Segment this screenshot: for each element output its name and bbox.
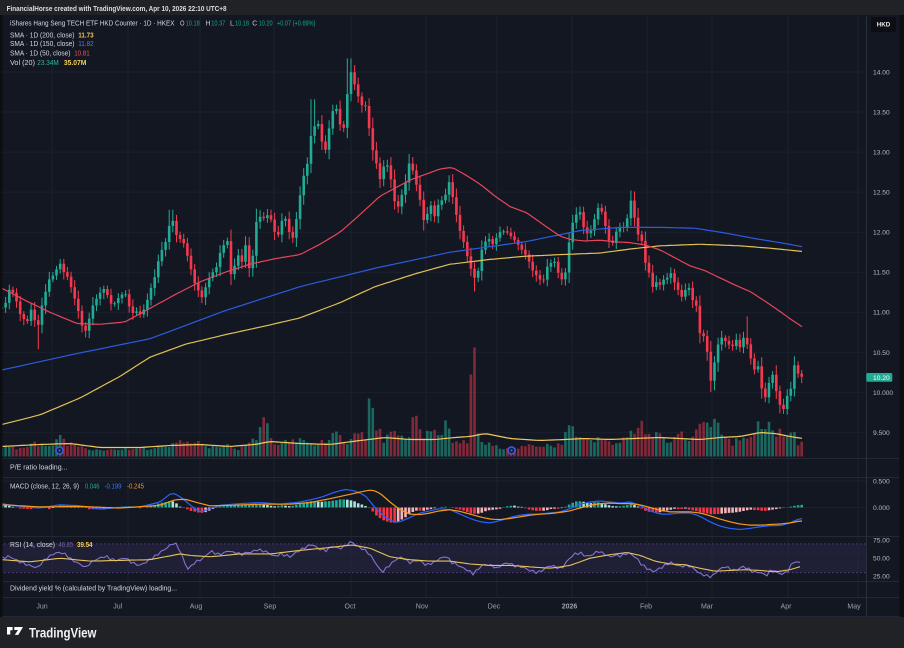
svg-text:25.00: 25.00 xyxy=(873,574,890,581)
svg-text:-0.199: -0.199 xyxy=(105,482,122,491)
svg-text:14.00: 14.00 xyxy=(873,69,890,76)
svg-text:10.50: 10.50 xyxy=(873,350,890,357)
svg-text:SMA · 1D (50, close): SMA · 1D (50, close) xyxy=(10,48,71,57)
svg-text:11.50: 11.50 xyxy=(873,270,890,277)
svg-text:Mar: Mar xyxy=(701,604,714,611)
svg-text:Apr: Apr xyxy=(781,604,793,611)
svg-text:Jul: Jul xyxy=(113,604,122,611)
svg-text:Oct: Oct xyxy=(345,604,356,611)
svg-text:May: May xyxy=(847,604,861,611)
svg-text:Sep: Sep xyxy=(264,604,277,611)
svg-text:0.500: 0.500 xyxy=(873,478,890,485)
svg-text:10.18: 10.18 xyxy=(186,18,200,27)
svg-text:L: L xyxy=(230,18,234,27)
svg-text:9.500: 9.500 xyxy=(873,430,890,437)
svg-text:10.000: 10.000 xyxy=(873,390,893,397)
svg-text:HKD: HKD xyxy=(877,22,891,29)
svg-text:Dec: Dec xyxy=(488,604,501,611)
svg-text:12.00: 12.00 xyxy=(873,230,890,237)
svg-text:11.00: 11.00 xyxy=(873,310,890,317)
svg-text:P/E ratio loading...: P/E ratio loading... xyxy=(10,463,68,472)
svg-text:11.82: 11.82 xyxy=(78,39,94,48)
svg-text:SMA · 1D (150, close): SMA · 1D (150, close) xyxy=(10,39,75,48)
svg-text:12.50: 12.50 xyxy=(873,190,890,197)
svg-text:10.37: 10.37 xyxy=(211,18,225,27)
svg-text:23.34M: 23.34M xyxy=(37,58,59,67)
svg-text:75.00: 75.00 xyxy=(873,538,890,545)
svg-text:iShares Hang Seng TECH ETF HKD: iShares Hang Seng TECH ETF HKD Counter ·… xyxy=(10,18,175,27)
svg-text:-0.245: -0.245 xyxy=(127,482,144,491)
svg-text:H: H xyxy=(206,18,211,27)
svg-text:39.54: 39.54 xyxy=(77,540,93,549)
svg-text:RSI (14, close): RSI (14, close) xyxy=(10,540,55,549)
svg-text:2026: 2026 xyxy=(562,604,578,611)
svg-text:TradingView: TradingView xyxy=(29,626,97,641)
svg-text:11.73: 11.73 xyxy=(78,30,94,39)
svg-text:0.000: 0.000 xyxy=(873,505,890,512)
svg-text:50.00: 50.00 xyxy=(873,556,890,563)
svg-text:Dividend yield % (calculated b: Dividend yield % (calculated by TradingV… xyxy=(10,584,177,593)
svg-text:SMA · 1D (200, close): SMA · 1D (200, close) xyxy=(10,30,75,39)
svg-text:46.85: 46.85 xyxy=(59,540,74,549)
svg-text:Feb: Feb xyxy=(640,604,652,611)
svg-text:FinancialHorse created with Tr: FinancialHorse created with TradingView.… xyxy=(7,4,227,13)
svg-text:+0.07 (+0.69%): +0.07 (+0.69%) xyxy=(277,18,316,27)
svg-text:10.18: 10.18 xyxy=(235,18,249,27)
svg-text:MACD (close, 12, 26, 9): MACD (close, 12, 26, 9) xyxy=(10,482,79,491)
svg-text:O: O xyxy=(180,18,185,27)
svg-text:Aug: Aug xyxy=(190,604,203,611)
svg-text:Nov: Nov xyxy=(416,604,429,611)
svg-text:13.50: 13.50 xyxy=(873,110,890,117)
svg-text:C: C xyxy=(252,18,257,27)
svg-text:Jun: Jun xyxy=(36,604,47,611)
svg-text:35.07M: 35.07M xyxy=(64,58,87,67)
svg-text:10.20: 10.20 xyxy=(873,375,890,382)
svg-text:13.00: 13.00 xyxy=(873,150,890,157)
svg-text:10.20: 10.20 xyxy=(259,18,273,27)
svg-text:10.81: 10.81 xyxy=(74,48,90,57)
svg-text:0.046: 0.046 xyxy=(85,482,100,491)
svg-text:Vol (20): Vol (20) xyxy=(10,58,35,67)
